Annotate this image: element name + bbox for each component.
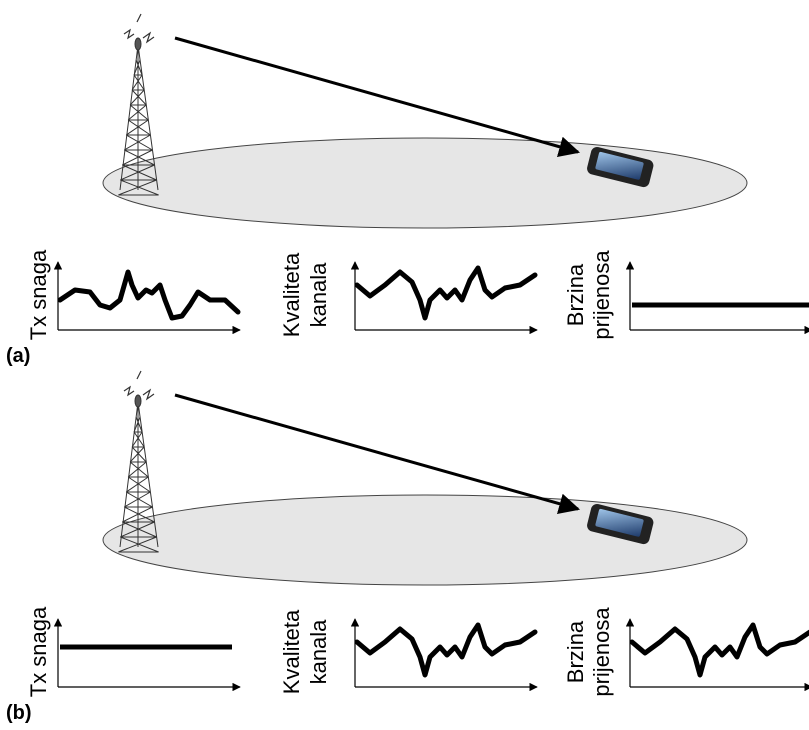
quality-curve (354, 265, 538, 321)
coverage-area (102, 137, 748, 229)
plot-axes (350, 261, 538, 335)
phone (587, 503, 654, 545)
rate-curve (629, 622, 809, 678)
plot-axes (53, 261, 241, 335)
signal-arrow (174, 36, 581, 157)
plot-label: kanala (306, 619, 331, 685)
antenna-waves (123, 13, 155, 44)
tower (118, 13, 159, 196)
plot-axes (625, 261, 809, 335)
plot-label: prijenosa (589, 607, 614, 697)
tx-curve (57, 269, 241, 321)
plot-label: Tx snaga (26, 249, 51, 340)
plot-label: Tx snaga (26, 606, 51, 697)
phone (587, 146, 654, 188)
tower (118, 370, 159, 553)
antenna (134, 37, 142, 51)
signal-arrow (174, 393, 581, 514)
plot-label: Brzina (563, 263, 588, 326)
plot-axes (53, 618, 241, 692)
panel-label: (b) (6, 702, 32, 724)
quality-curve (354, 622, 538, 678)
plot-axes (625, 618, 809, 692)
panel: Tx snaga Kvaliteta kanala Brzina prijenosa (b… (6, 370, 809, 724)
plot-label: Brzina (563, 620, 588, 683)
plot-label: Kvaliteta (279, 609, 304, 694)
plot-label: prijenosa (589, 250, 614, 340)
tower-lattice (118, 416, 159, 553)
antenna-waves (123, 370, 155, 401)
plot-label: kanala (306, 262, 331, 328)
plot-label: Kvaliteta (279, 252, 304, 337)
antenna (134, 394, 142, 408)
phone-screen (595, 151, 644, 180)
phone-screen (595, 508, 644, 537)
panel-label: (a) (6, 345, 30, 367)
panel: Tx snaga Kvaliteta kanala Brzina prijenosa (a… (6, 13, 809, 367)
coverage-area (102, 494, 748, 586)
tower-lattice (118, 59, 159, 196)
plot-axes (350, 618, 538, 692)
